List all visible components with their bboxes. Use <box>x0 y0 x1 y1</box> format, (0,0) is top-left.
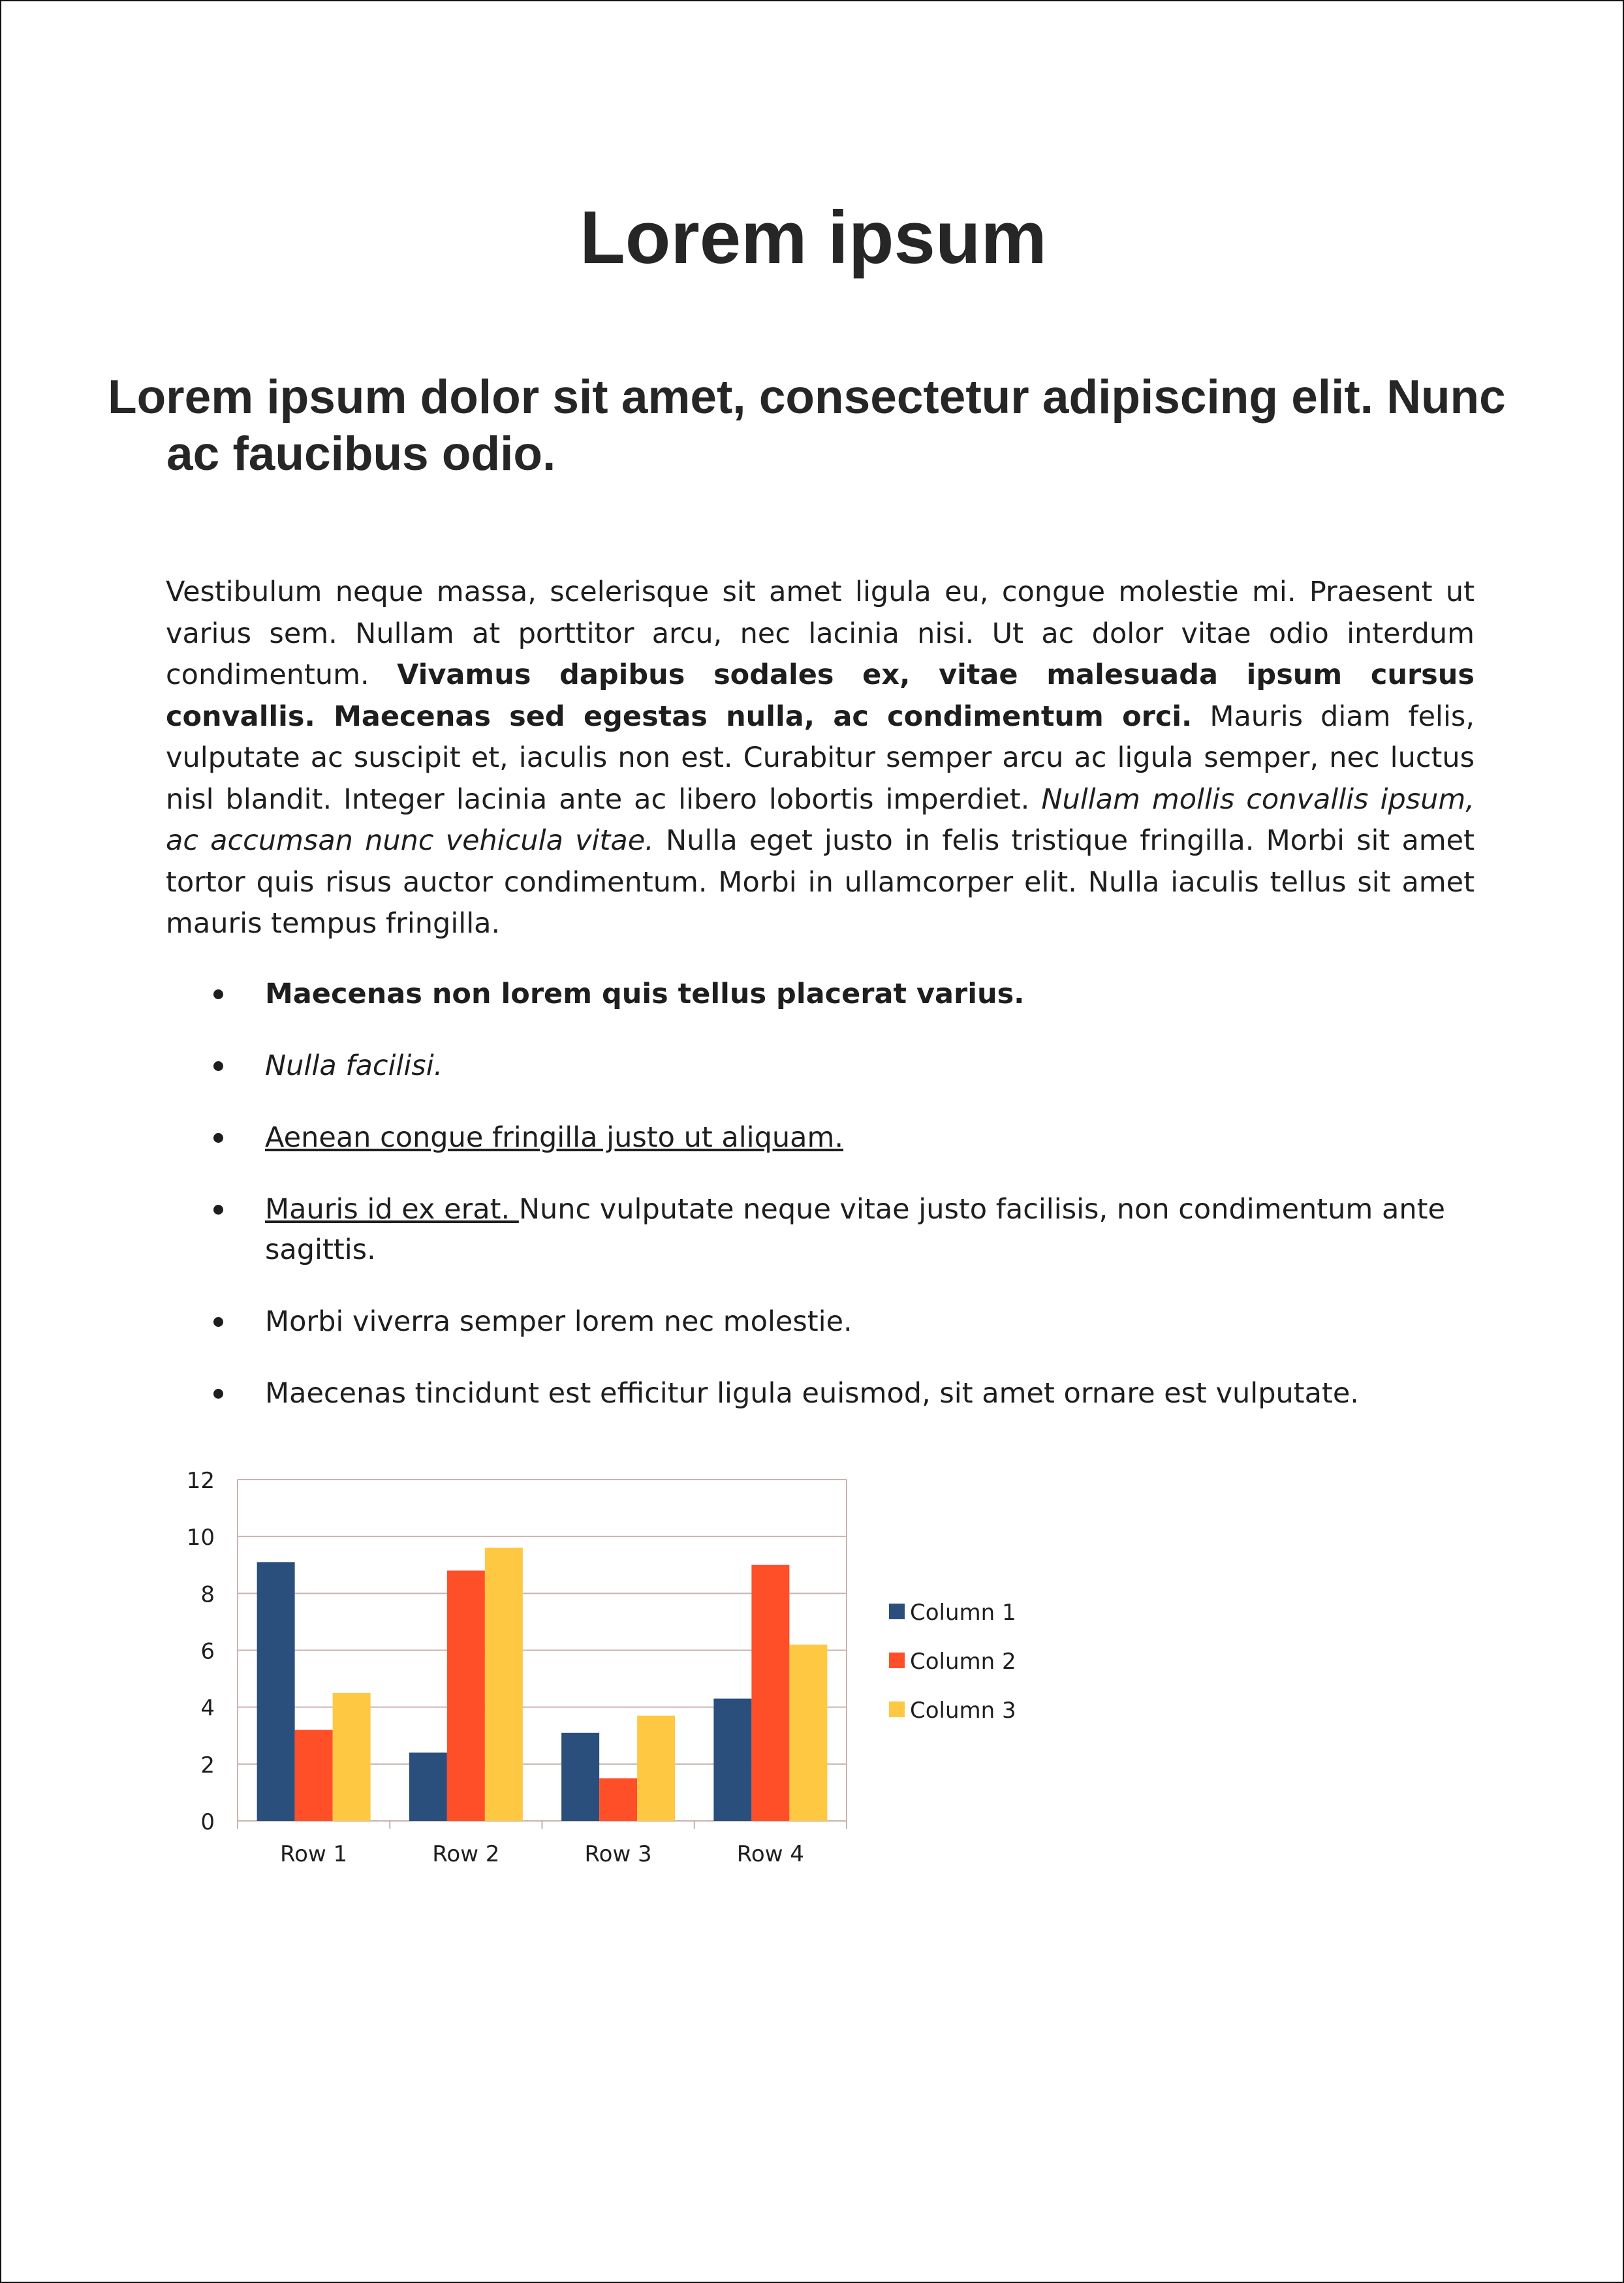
list-item-text: Morbi viverra semper lorem nec molestie. <box>265 1305 852 1338</box>
bar-chart: 0 2 4 6 8 10 12 Row 1 Row 2 Row 3 Row 4 Column 1 Col… <box>187 1468 1016 1867</box>
y-tick-label: 8 <box>200 1581 215 1607</box>
paragraph-bold-text: Vivamus dapibus sodales ex, vitae malesu… <box>166 659 1475 733</box>
bullet-list: Maecenas non lorem quis tellus placerat … <box>166 974 1475 1445</box>
body-paragraph: Vestibulum neque massa, scelerisque sit … <box>166 572 1475 945</box>
x-tick-label: Row 3 <box>585 1841 652 1867</box>
bar <box>713 1698 752 1821</box>
y-tick-label: 0 <box>200 1809 215 1835</box>
bullet-icon <box>213 1061 223 1071</box>
list-item: Nulla facilisi. <box>166 1046 1475 1086</box>
bullet-icon <box>213 989 223 999</box>
bar <box>789 1644 828 1821</box>
bar <box>637 1715 676 1821</box>
bullet-icon <box>213 1317 223 1327</box>
y-tick-label: 10 <box>187 1525 215 1551</box>
legend-label: Column 1 <box>910 1600 1016 1626</box>
y-tick-label: 2 <box>200 1752 215 1778</box>
bullet-icon <box>213 1389 223 1399</box>
legend-label: Column 2 <box>910 1649 1016 1675</box>
bar <box>257 1562 295 1821</box>
list-item: Maecenas non lorem quis tellus placerat … <box>166 974 1475 1014</box>
bar <box>409 1752 447 1821</box>
bullet-icon <box>213 1133 223 1143</box>
document-title: Lorem ipsum <box>580 196 1047 279</box>
bar <box>332 1692 371 1821</box>
list-item-text: Maecenas non lorem quis tellus placerat … <box>265 978 1025 1010</box>
bar <box>561 1732 600 1821</box>
bar <box>751 1564 790 1821</box>
list-item: Maecenas tincidunt est efficitur ligula … <box>166 1373 1475 1414</box>
list-item-text: Nunc vulputate neque vitae justo facilis… <box>265 1193 1445 1266</box>
document-subtitle: Lorem ipsum dolor sit amet, consectetur … <box>108 371 1506 480</box>
paragraph-text: Nulla eget justo in felis tristique frin… <box>166 824 1475 940</box>
list-item-text: Nulla facilisi. <box>265 1049 443 1082</box>
x-tick-label: Row 2 <box>432 1841 499 1867</box>
legend-swatch <box>889 1604 905 1619</box>
list-item-underlined-text: Mauris id ex erat. <box>265 1193 519 1226</box>
y-tick-label: 4 <box>200 1696 215 1722</box>
bar <box>294 1730 333 1821</box>
legend-swatch <box>889 1653 905 1668</box>
list-item: Morbi viverra semper lorem nec molestie. <box>166 1301 1475 1342</box>
y-tick-label: 6 <box>200 1639 215 1665</box>
bar <box>446 1570 485 1821</box>
legend-swatch <box>889 1701 905 1717</box>
legend-label: Column 3 <box>910 1698 1016 1724</box>
bullet-icon <box>213 1205 223 1215</box>
bar <box>599 1778 638 1821</box>
list-item: Mauris id ex erat. Nunc vulputate neque … <box>166 1189 1475 1270</box>
bar <box>484 1547 523 1821</box>
paragraph-text: Mauris diam felis, vulputate ac suscipit… <box>166 700 1475 816</box>
x-tick-label: Row 4 <box>737 1841 804 1867</box>
y-tick-label: 12 <box>187 1468 215 1494</box>
paragraph-italic-text: Nullam mollis convallis ipsum, ac accums… <box>166 783 1475 858</box>
x-tick-label: Row 1 <box>280 1841 347 1867</box>
list-item-text: Aenean congue fringilla justo ut aliquam… <box>265 1121 844 1154</box>
paragraph-text: Vestibulum neque massa, scelerisque sit … <box>166 576 1475 691</box>
list-item: Aenean congue fringilla justo ut aliquam… <box>166 1117 1475 1158</box>
list-item-text: Maecenas tincidunt est efficitur ligula … <box>265 1377 1359 1410</box>
